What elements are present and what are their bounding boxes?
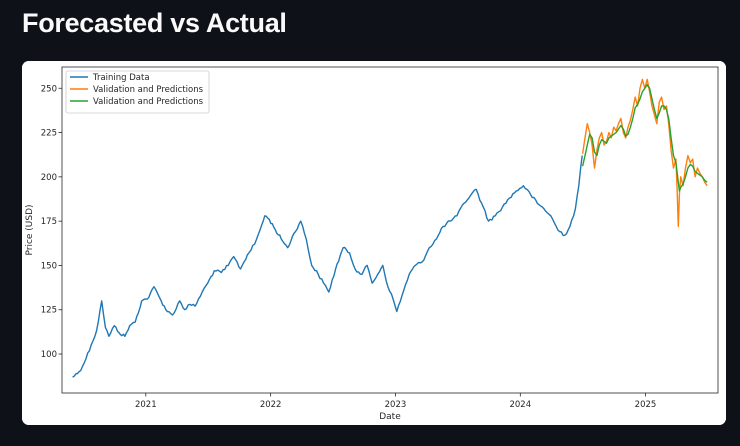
x-tick-label: 2025 bbox=[635, 400, 657, 410]
series-line-2 bbox=[581, 84, 708, 192]
y-tick-label: 250 bbox=[41, 84, 57, 94]
series-line-0 bbox=[72, 155, 583, 378]
y-axis-label: Price (USD) bbox=[25, 204, 35, 255]
page-title: Forecasted vs Actual bbox=[22, 8, 287, 38]
legend-label: Training Data bbox=[92, 73, 150, 83]
x-tick-label: 2022 bbox=[260, 400, 282, 410]
x-tick-label: 2021 bbox=[135, 400, 157, 410]
y-tick-label: 225 bbox=[41, 129, 57, 139]
legend-box bbox=[65, 70, 210, 114]
y-tick-label: 125 bbox=[41, 306, 57, 316]
chart-card: 2021 2022 2023 2024 2025 100 125 150 175 200 225 2… bbox=[22, 61, 726, 425]
chart-background bbox=[22, 61, 726, 425]
x-tick-label: 2024 bbox=[509, 400, 531, 410]
y-axis: 100 125 150 175 200 225 250 bbox=[41, 84, 62, 360]
y-tick-label: 175 bbox=[41, 217, 57, 227]
y-tick-label: 100 bbox=[41, 350, 57, 360]
legend-label: Validation and Predictions bbox=[93, 85, 204, 95]
y-tick-label: 150 bbox=[41, 261, 57, 271]
plot-frame bbox=[61, 66, 719, 394]
legend: Training Data Validation and Predictions V… bbox=[65, 70, 210, 114]
x-axis-label: Date bbox=[379, 412, 401, 422]
legend-label: Validation and Predictions bbox=[93, 97, 204, 107]
line-chart: 2021 2022 2023 2024 2025 100 125 150 175 200 225 2… bbox=[22, 61, 726, 425]
series-line-1 bbox=[581, 78, 708, 228]
y-tick-label: 200 bbox=[41, 173, 57, 183]
x-axis: 2021 2022 2023 2024 2025 bbox=[135, 393, 656, 410]
series-layer bbox=[72, 78, 708, 378]
x-tick-label: 2023 bbox=[385, 400, 407, 410]
